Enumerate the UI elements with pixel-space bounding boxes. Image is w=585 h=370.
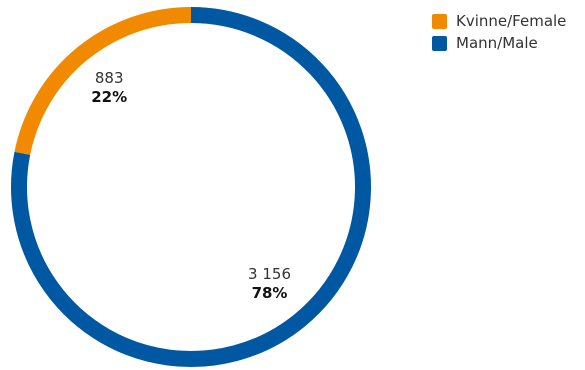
legend-swatch-female	[432, 13, 447, 29]
slice-value-female: 883	[95, 69, 124, 87]
chart-legend: Kvinne/Female Mann/Male	[432, 10, 566, 54]
legend-label-female: Kvinne/Female	[456, 12, 567, 30]
slice-percent-female: 22%	[91, 88, 127, 106]
slice-percent-male: 78%	[252, 284, 288, 302]
donut-slice-male	[11, 7, 371, 367]
legend-label-male: Mann/Male	[456, 34, 538, 52]
legend-item-male: Mann/Male	[432, 32, 566, 54]
donut-slice-female	[14, 7, 192, 155]
legend-swatch-male	[432, 35, 447, 51]
slice-value-male: 3 156	[248, 265, 291, 283]
legend-item-female: Kvinne/Female	[432, 10, 566, 32]
